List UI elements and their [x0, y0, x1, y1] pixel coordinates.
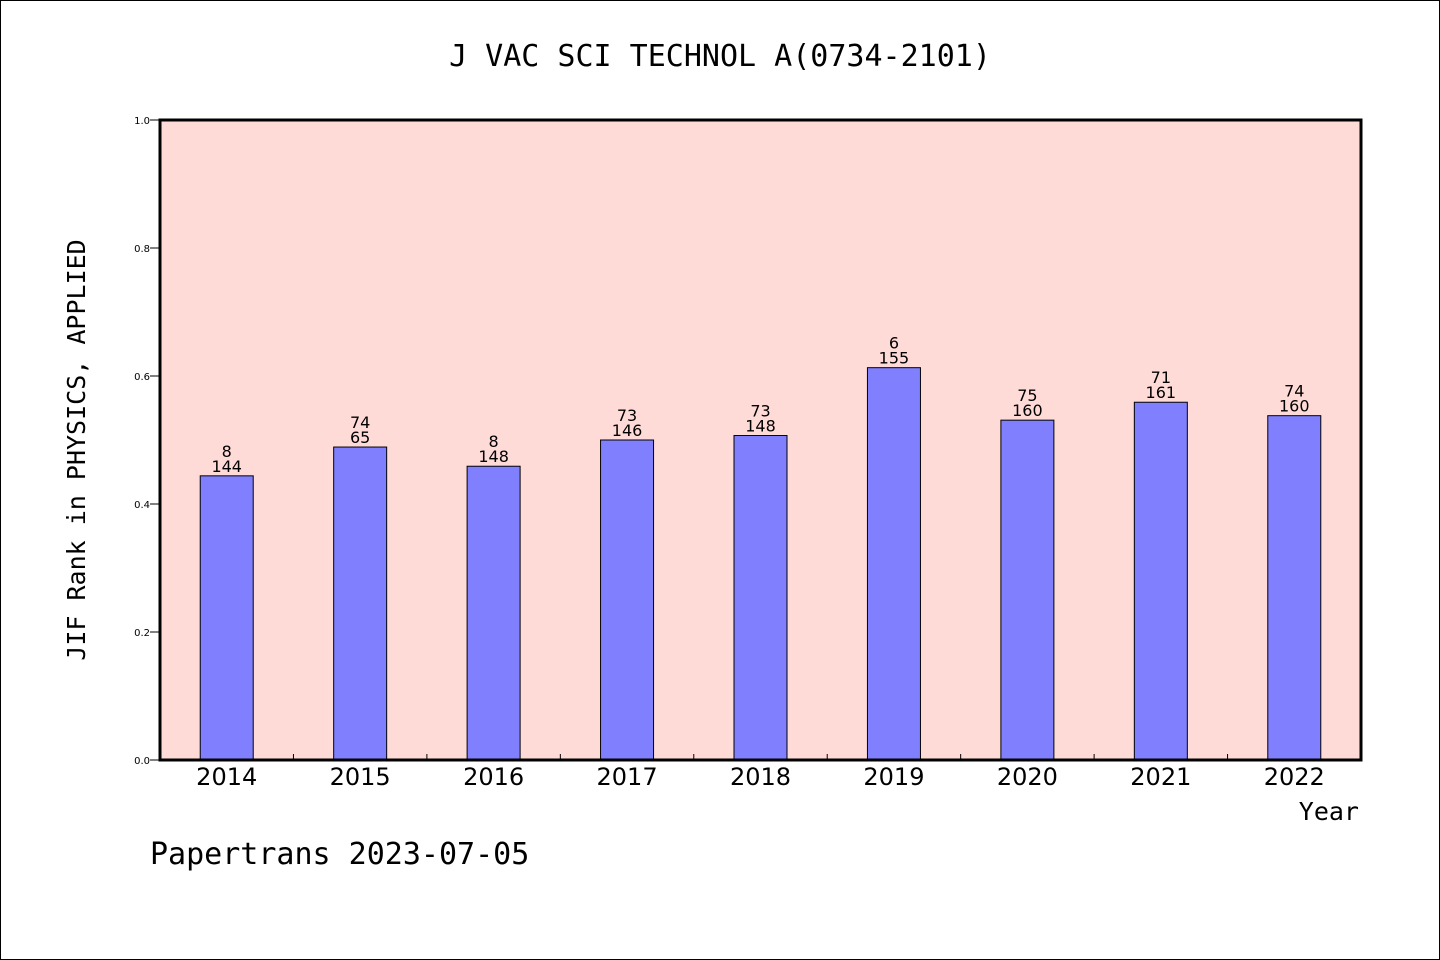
- bar-2015: [333, 446, 388, 761]
- bar-rank-label: 71: [1151, 368, 1171, 387]
- chart-title: J VAC SCI TECHNOL A(0734-2101): [449, 39, 991, 74]
- y-axis: 0.0 0.2 0.4 0.6 0.8 1.0: [134, 116, 160, 767]
- x-tick-label: 2022: [1264, 763, 1325, 791]
- y-tick-label: 0.6: [134, 372, 150, 383]
- bar-total-label: 155: [879, 349, 910, 368]
- bar-rank-label: 8: [222, 442, 232, 461]
- bar-total-label: 148: [478, 447, 509, 466]
- bar-total-label: 160: [1012, 401, 1043, 420]
- bar-2021: [1133, 401, 1188, 761]
- bar-2022: [1267, 415, 1322, 761]
- plot-border: [158, 118, 1363, 762]
- bar-total-label: 148: [745, 417, 776, 436]
- x-axis-label: Year: [1299, 797, 1359, 826]
- x-tick-label: 2018: [730, 763, 791, 791]
- bar-rank-label: 73: [617, 406, 637, 425]
- bar-rank-label: 74: [350, 413, 370, 432]
- bar-total-label: 161: [1146, 383, 1177, 402]
- y-tick-label: 0.4: [134, 500, 150, 511]
- bar-2020: [1000, 419, 1055, 761]
- bar-total-label: 65: [350, 428, 370, 447]
- footer-credit: Papertrans 2023-07-05: [150, 837, 529, 872]
- x-tick-label: 2015: [330, 763, 391, 791]
- bar-total-label: 144: [211, 457, 242, 476]
- x-tick-label: 2016: [463, 763, 524, 791]
- bar-2018: [733, 435, 788, 761]
- bar-rank-label: 73: [750, 402, 770, 421]
- x-tick-label: 2017: [597, 763, 658, 791]
- bars-layer: [199, 367, 1322, 761]
- y-axis-label: JIF Rank in PHYSICS, APPLIED: [62, 239, 91, 660]
- x-tick-label: 2014: [196, 763, 257, 791]
- bar-rank-label: 74: [1284, 382, 1304, 401]
- bar-2016: [466, 465, 521, 761]
- bar-2017: [600, 439, 655, 761]
- x-axis: 2014 2015 2016 2017 2018 2019 2020 2021 2022: [196, 754, 1325, 791]
- x-tick-label: 2020: [997, 763, 1058, 791]
- bar-rank-label: 8: [489, 432, 499, 451]
- x-tick-label: 2021: [1130, 763, 1191, 791]
- y-tick-label: 0.2: [134, 628, 150, 639]
- bar-total-label: 146: [612, 421, 643, 440]
- bar-rank-label: 6: [889, 334, 899, 353]
- y-tick-label: 0.8: [134, 244, 150, 255]
- bar-2019: [866, 367, 921, 761]
- bar-rank-label: 75: [1017, 386, 1037, 405]
- bar-total-label: 160: [1279, 397, 1310, 416]
- x-tick-label: 2019: [863, 763, 924, 791]
- y-tick-label: 1.0: [134, 116, 150, 127]
- bar-2014: [199, 475, 254, 761]
- y-tick-label: 0.0: [134, 756, 150, 767]
